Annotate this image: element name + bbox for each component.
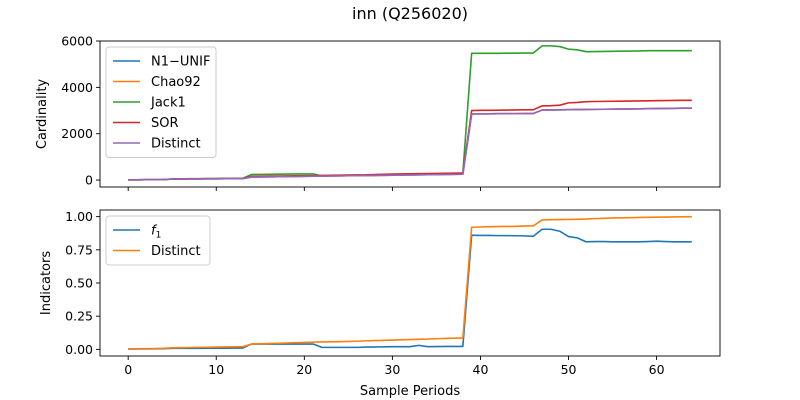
- y-tick-label: 0: [85, 173, 93, 188]
- x-tick-label: 20: [296, 362, 312, 377]
- y-tick-label: 1.00: [65, 209, 93, 224]
- y-axis-label: Cardinality: [35, 79, 50, 150]
- x-tick-label: 60: [649, 362, 665, 377]
- x-tick-label: 50: [561, 362, 577, 377]
- indicators-panel: 0 10 20 30 40 50 60 0.00 0.25 0.50 0.75 1.00 Indicat…: [39, 209, 721, 399]
- y-tick-label: 0.25: [65, 309, 93, 324]
- indicators-legend: f1 Distinct: [105, 215, 211, 266]
- cardinality-legend: N1−UNIF Chao92 Jack1 SOR Distinct: [105, 46, 217, 158]
- figure-title: inn (Q256020): [352, 4, 468, 23]
- cardinality-series-lines: [128, 45, 692, 181]
- cardinality-axes: 0 2000 4000 6000 Cardinality: [35, 34, 721, 191]
- x-tick-label: 10: [208, 362, 224, 377]
- x-tick-label: 40: [473, 362, 489, 377]
- legend-label: Distinct: [151, 244, 201, 259]
- indicators-axes: 0 10 20 30 40 50 60 0.00 0.25 0.50 0.75 1.00 Indicat…: [39, 209, 721, 399]
- series-line-distinct: [128, 107, 692, 181]
- series-line-f1: [128, 228, 692, 350]
- cardinality-panel: 0 2000 4000 6000 Cardinality N1−UNIF Chao92 Ja…: [35, 34, 721, 191]
- legend-label: Distinct: [151, 137, 201, 152]
- y-axis-label: Indicators: [39, 251, 54, 315]
- x-axis-label: Sample Periods: [360, 384, 460, 399]
- legend-label: f1: [151, 224, 161, 241]
- indicators-series-lines: [128, 215, 692, 350]
- plot-frame: [99, 40, 721, 188]
- x-tick-label: 0: [124, 362, 132, 377]
- legend-box: [105, 46, 217, 158]
- y-tick-label: 0.00: [65, 342, 93, 357]
- series-line-distinct: [128, 215, 692, 350]
- y-tick-label: 2000: [61, 126, 93, 141]
- y-tick-label: 0.75: [65, 242, 93, 257]
- y-tick-label: 0.50: [65, 276, 93, 291]
- legend-label: N1−UNIF: [151, 55, 210, 70]
- legend-label: SOR: [151, 116, 179, 131]
- legend-label: Jack1: [150, 96, 186, 111]
- y-tick-label: 4000: [61, 80, 93, 95]
- y-tick-label: 6000: [61, 34, 93, 49]
- x-tick-label: 30: [384, 362, 400, 377]
- legend-box: [105, 215, 211, 266]
- legend-label: Chao92: [151, 75, 201, 90]
